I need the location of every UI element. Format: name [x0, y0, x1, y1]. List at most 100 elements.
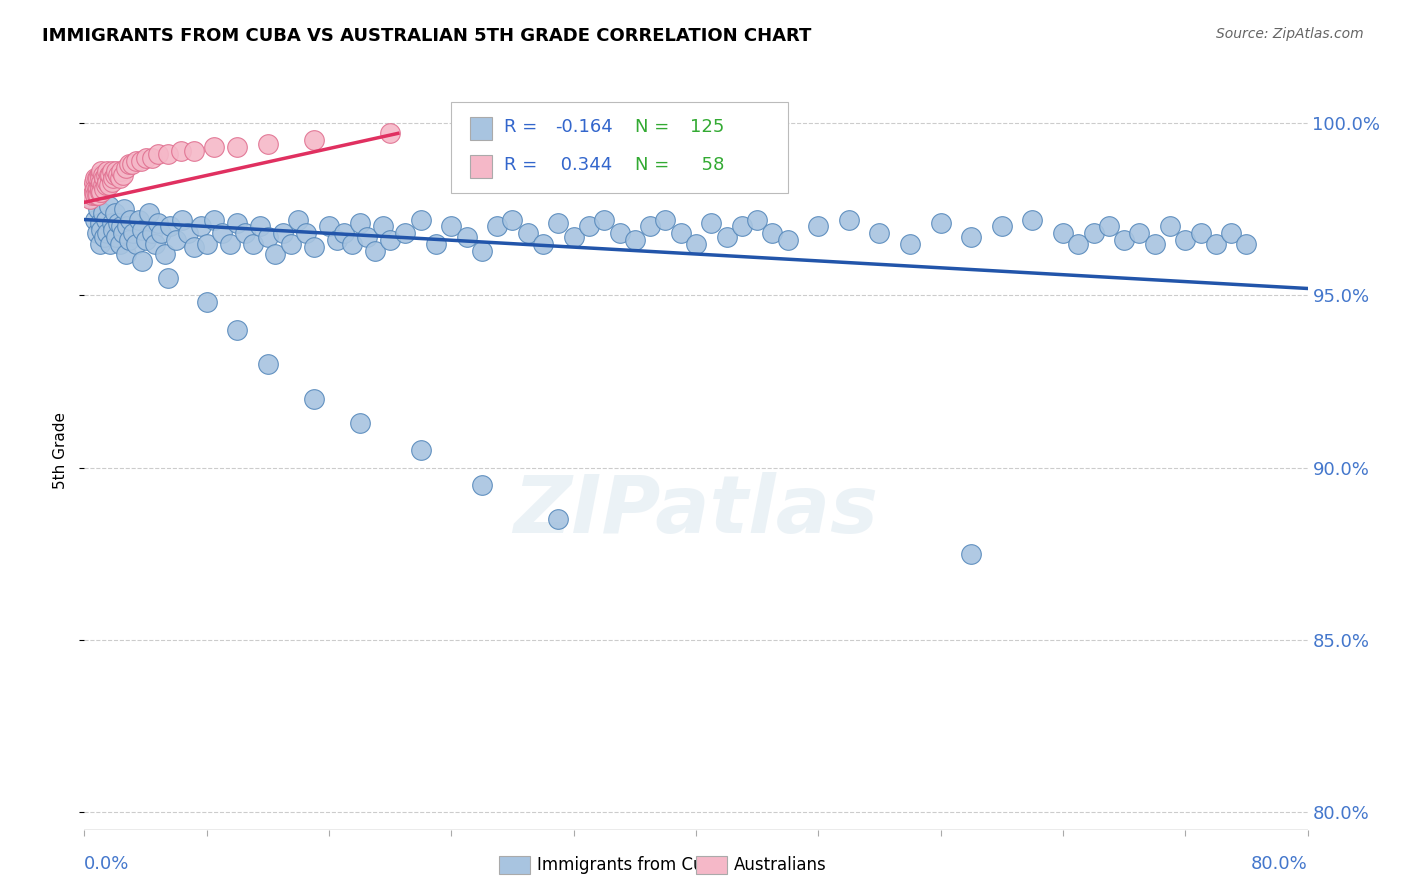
Point [125, 236, 148, 251]
Point [94, 168, 117, 182]
Point [638, 219, 661, 234]
Point [409, 212, 432, 227]
Point [177, 227, 200, 241]
Point [89, 168, 111, 182]
Point [264, 247, 287, 261]
Text: Immigrants from Cuba: Immigrants from Cuba [537, 856, 724, 874]
Point [89, 236, 111, 251]
Point [776, 233, 799, 247]
Point [83, 175, 105, 189]
Text: N =: N = [636, 155, 675, 174]
Point [1098, 219, 1121, 234]
Point [190, 219, 212, 234]
Point [157, 271, 180, 285]
Point [202, 140, 225, 154]
Point [624, 233, 647, 247]
Point [104, 168, 127, 182]
Point [114, 247, 136, 261]
Text: -0.164: -0.164 [555, 118, 613, 136]
Point [80, 181, 103, 195]
Point [87, 181, 110, 195]
Text: ZIPatlas: ZIPatlas [513, 472, 879, 550]
Point [135, 233, 157, 247]
Point [531, 236, 554, 251]
Point [128, 212, 150, 227]
Point [97, 199, 120, 213]
Point [110, 164, 132, 178]
Point [183, 144, 205, 158]
Point [233, 227, 256, 241]
Point [547, 216, 569, 230]
Point [111, 227, 134, 241]
Point [654, 212, 676, 227]
Point [547, 512, 569, 526]
Point [249, 219, 271, 234]
Point [1159, 219, 1181, 234]
Point [226, 216, 249, 230]
Point [960, 547, 983, 561]
Point [131, 223, 153, 237]
Point [1143, 236, 1166, 251]
Point [105, 164, 128, 178]
Point [257, 136, 280, 151]
Point [218, 236, 240, 251]
Point [83, 185, 105, 199]
Point [141, 227, 163, 241]
Point [90, 223, 112, 237]
Point [271, 227, 294, 241]
Point [516, 227, 538, 241]
Point [669, 227, 692, 241]
Point [91, 168, 114, 182]
Point [869, 227, 891, 241]
Point [380, 127, 402, 141]
Point [409, 443, 432, 458]
Point [90, 175, 112, 189]
Point [302, 133, 325, 147]
Point [115, 219, 138, 234]
Point [101, 175, 124, 189]
Point [364, 244, 387, 258]
Point [107, 216, 129, 230]
Point [1114, 233, 1136, 247]
Point [609, 227, 631, 241]
Point [356, 229, 378, 244]
Point [1083, 227, 1105, 241]
Text: Australians: Australians [734, 856, 827, 874]
Point [929, 216, 952, 230]
Point [1128, 227, 1150, 241]
Point [761, 227, 783, 241]
Point [155, 247, 177, 261]
Text: R =: R = [503, 155, 543, 174]
Point [287, 212, 309, 227]
Point [122, 227, 145, 241]
Point [84, 188, 107, 202]
Point [79, 192, 101, 206]
Point [1220, 227, 1243, 241]
Point [700, 216, 723, 230]
Point [96, 164, 118, 178]
Text: IMMIGRANTS FROM CUBA VS AUSTRALIAN 5TH GRADE CORRELATION CHART: IMMIGRANTS FROM CUBA VS AUSTRALIAN 5TH G… [42, 27, 811, 45]
Point [89, 185, 111, 199]
Point [211, 227, 233, 241]
Point [257, 357, 280, 371]
Point [685, 236, 707, 251]
Text: N =: N = [636, 118, 675, 136]
Point [120, 212, 142, 227]
Point [371, 219, 394, 234]
Point [1236, 236, 1258, 251]
Point [104, 205, 127, 219]
Text: R =: R = [503, 118, 543, 136]
Point [380, 233, 402, 247]
Point [94, 212, 117, 227]
Point [80, 192, 103, 206]
Point [1174, 233, 1197, 247]
Text: 125: 125 [690, 118, 724, 136]
Point [202, 212, 225, 227]
Point [86, 181, 108, 195]
Point [96, 175, 118, 189]
Point [90, 164, 112, 178]
Point [394, 227, 416, 241]
Point [143, 236, 166, 251]
Point [146, 147, 169, 161]
Point [96, 227, 118, 241]
